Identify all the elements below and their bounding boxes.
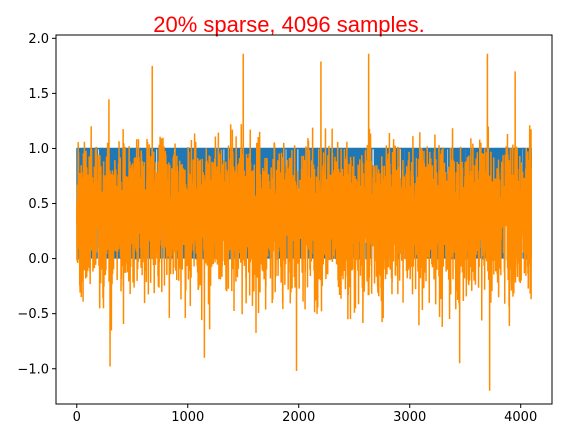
series-signal-line [76, 53, 532, 391]
x-tick-label: 2000 [282, 410, 315, 425]
x-tick-label: 0 [73, 410, 81, 425]
y-tick-label: −0.5 [17, 307, 49, 322]
y-tick-label: −1.0 [17, 362, 49, 377]
axes: 0 1000 2000 3000 4000 −1.0 −0.5 0.0 0.5 1.0 1.5 2.0 [17, 32, 553, 425]
plot-frame [55, 34, 553, 405]
y-tick-label: 0.0 [28, 252, 49, 267]
y-tick-label: 1.5 [28, 87, 49, 102]
x-tick-label: 1000 [171, 410, 204, 425]
y-tick-label: 0.5 [28, 197, 49, 212]
x-tick-label: 4000 [504, 410, 537, 425]
y-tick-label: 2.0 [28, 32, 49, 47]
series-layer [76, 53, 532, 391]
x-tick-label: 3000 [393, 410, 426, 425]
y-tick-label: 1.0 [28, 142, 49, 157]
chart-title: 20% sparse, 4096 samples. [153, 12, 425, 37]
